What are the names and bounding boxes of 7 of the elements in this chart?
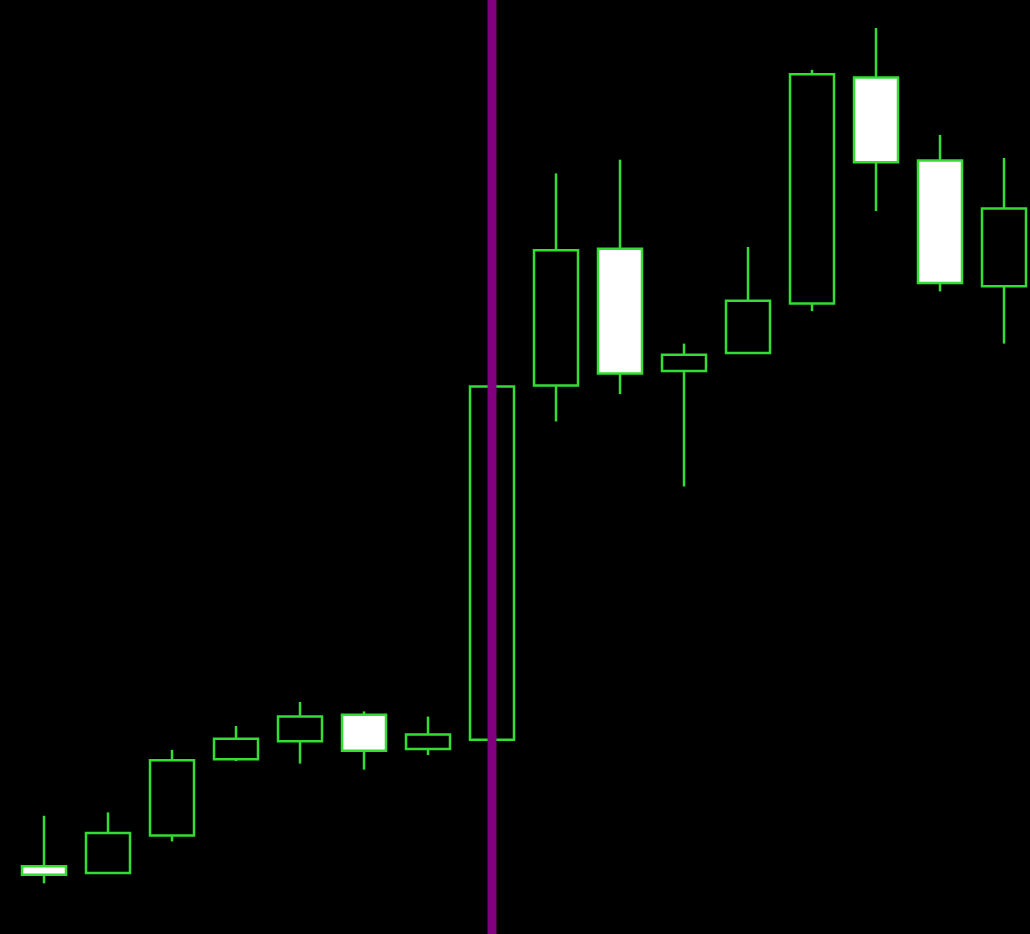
candlestick: [404, 715, 452, 757]
candlestick: [276, 700, 324, 765]
candlestick: [84, 811, 132, 875]
candlestick: [20, 814, 68, 885]
candlestick: [340, 710, 388, 771]
candlestick: [212, 724, 260, 763]
candlestick: [660, 342, 708, 488]
